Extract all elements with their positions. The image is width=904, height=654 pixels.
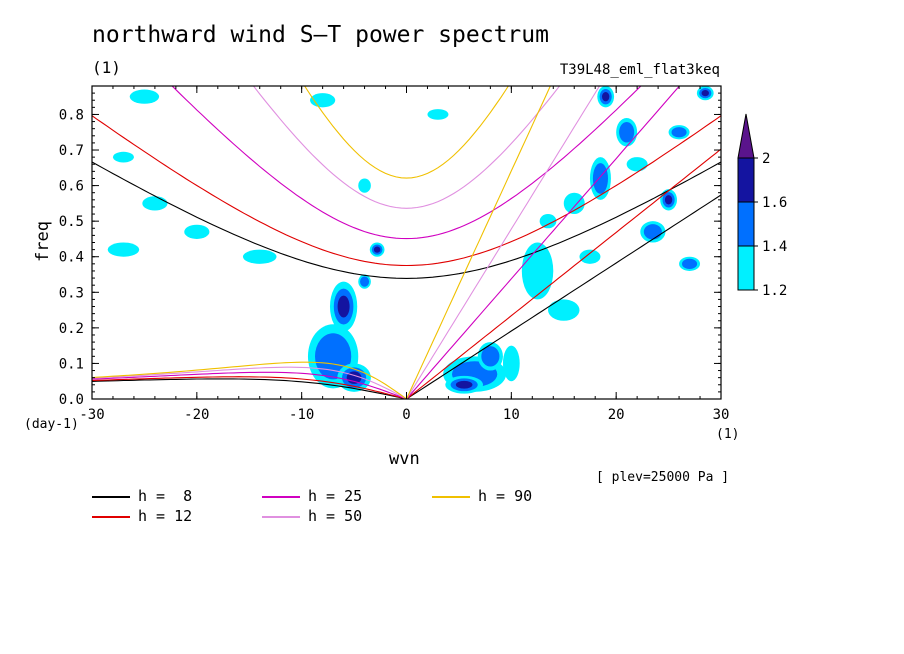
y-tick-label: 0.3 bbox=[59, 285, 84, 301]
dispersion-curve bbox=[92, 371, 407, 399]
dispersion-curve bbox=[92, 161, 721, 279]
legend-item: h = 25 bbox=[262, 487, 362, 505]
contour-blob bbox=[592, 163, 608, 194]
x-tick-label: 0 bbox=[402, 407, 410, 423]
x-tick-label: 30 bbox=[713, 407, 730, 423]
dispersion-curve bbox=[303, 86, 510, 179]
colorbar-label: 1.6 bbox=[762, 195, 787, 211]
legend-label: h = 90 bbox=[478, 487, 533, 505]
dispersion-curve bbox=[406, 194, 721, 399]
dispersion-curve bbox=[171, 86, 642, 240]
contour-blob bbox=[373, 246, 381, 253]
dispersion-curve bbox=[406, 148, 721, 399]
dispersion-curve bbox=[92, 366, 407, 399]
dispersion-curve bbox=[92, 376, 407, 399]
colorbar-label: 1.4 bbox=[762, 239, 787, 255]
power-contours bbox=[107, 86, 714, 394]
contour-blob bbox=[701, 89, 709, 97]
contour-blob bbox=[601, 91, 610, 102]
legend-item: h = 50 bbox=[262, 507, 362, 525]
x-tick-label: -30 bbox=[79, 407, 104, 423]
colorbar-segment bbox=[737, 157, 755, 203]
dispersion-curve bbox=[406, 86, 681, 399]
contour-blob bbox=[455, 380, 473, 389]
axes: -30 -20 -10 0 10 20 30 0.0 0.1 0.2 0.3 0.4 0.5 0.6 0.7… bbox=[59, 86, 730, 423]
y-tick-label: 0.2 bbox=[59, 321, 84, 337]
dispersion-curve bbox=[405, 86, 551, 399]
colorbar-arrow bbox=[737, 113, 755, 159]
x-tick-label: 10 bbox=[503, 407, 520, 423]
colorbar-label: 2 bbox=[762, 151, 770, 167]
y-tick-label: 0.5 bbox=[59, 214, 84, 230]
contour-blob bbox=[671, 127, 687, 138]
contour-blob bbox=[502, 345, 520, 382]
y-tick-label: 0.8 bbox=[59, 107, 84, 123]
contour-blob bbox=[337, 295, 350, 318]
y-tick-label: 0.7 bbox=[59, 143, 84, 159]
contour-blob bbox=[682, 258, 698, 269]
x-axis-unit: (1) bbox=[716, 427, 740, 442]
y-axis-unit: (day-1) bbox=[24, 417, 79, 432]
contour-blob bbox=[360, 276, 370, 287]
contour-blob bbox=[142, 196, 168, 211]
contour-blob bbox=[521, 242, 554, 300]
legend-swatch bbox=[432, 495, 470, 498]
legend-item: h = 8 bbox=[92, 487, 192, 505]
x-tick-label: 20 bbox=[608, 407, 625, 423]
dispersion-curve bbox=[92, 378, 407, 399]
legend-item: h = 12 bbox=[92, 507, 192, 525]
contour-blob bbox=[129, 89, 160, 104]
legend-label: h = 50 bbox=[308, 507, 363, 525]
contour-blob bbox=[539, 214, 557, 229]
contour-blob bbox=[619, 121, 635, 143]
run-name: T39L48_eml_flat3keq bbox=[559, 62, 720, 78]
contour-blob bbox=[563, 192, 585, 215]
legend-item: h = 90 bbox=[432, 487, 532, 505]
contour-blob bbox=[481, 346, 500, 367]
x-axis-label: wvn bbox=[389, 449, 420, 469]
legend-swatch bbox=[262, 515, 300, 518]
x-tick-label: -20 bbox=[184, 407, 209, 423]
contour-blob bbox=[107, 242, 140, 257]
dispersion-curve bbox=[92, 361, 407, 399]
y-tick-label: 0.0 bbox=[59, 392, 84, 408]
colorbar-label: 1.2 bbox=[762, 283, 787, 299]
y-tick-label: 0.1 bbox=[59, 356, 84, 372]
contour-blob bbox=[346, 371, 362, 384]
chart-title: northward wind S–T power spectrum bbox=[92, 22, 549, 48]
legend-label: h = 25 bbox=[308, 487, 363, 505]
x-tick-label: -10 bbox=[289, 407, 314, 423]
pressure-level-note: [ plev=25000 Pa ] bbox=[596, 470, 730, 485]
contour-blob bbox=[184, 224, 210, 239]
legend-label: h = 8 bbox=[138, 487, 193, 505]
dispersion-curves bbox=[92, 86, 721, 399]
colorbar: 2 1.6 1.4 1.2 bbox=[737, 113, 787, 299]
legend-swatch bbox=[92, 495, 130, 498]
contour-blob bbox=[579, 249, 601, 264]
contour-blob bbox=[626, 157, 648, 172]
contour-blob bbox=[242, 249, 277, 264]
colorbar-segment bbox=[737, 201, 755, 247]
contour-blob bbox=[427, 109, 449, 120]
legend-label: h = 12 bbox=[138, 507, 193, 525]
legend-swatch bbox=[262, 495, 300, 498]
legend-swatch bbox=[92, 515, 130, 518]
dispersion-curve bbox=[252, 86, 561, 209]
y-tick-label: 0.6 bbox=[59, 179, 84, 195]
chart-unit-label: (1) bbox=[92, 58, 121, 77]
contour-blob bbox=[548, 299, 580, 321]
dispersion-curve bbox=[92, 115, 721, 267]
contour-blob bbox=[112, 151, 134, 163]
dispersion-curve bbox=[406, 86, 601, 399]
contour-blob bbox=[358, 178, 371, 193]
contour-blob bbox=[643, 224, 662, 240]
y-tick-label: 0.4 bbox=[59, 250, 84, 266]
colorbar-segment bbox=[737, 245, 755, 291]
contour-blob bbox=[664, 195, 673, 205]
